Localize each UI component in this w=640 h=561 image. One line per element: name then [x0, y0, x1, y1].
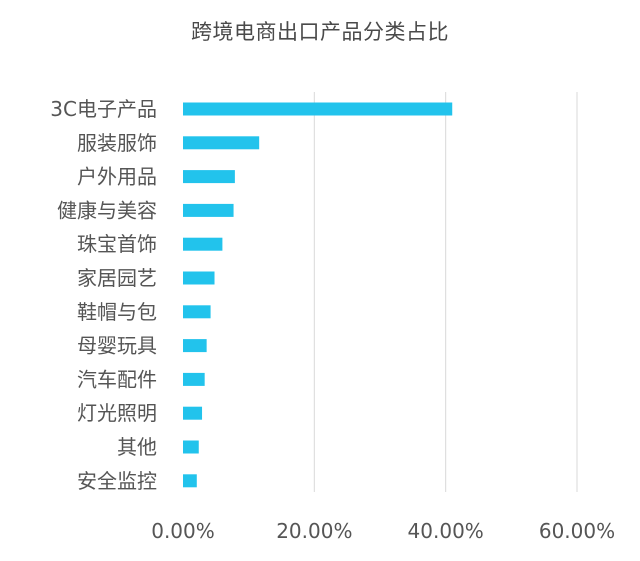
x-tick-label: 40.00% [408, 519, 484, 543]
category-label: 户外用品 [77, 165, 157, 189]
bar [183, 305, 211, 318]
category-labels: 3C电子产品服装服饰户外用品健康与美容珠宝首饰家居园艺鞋帽与包母婴玩具汽车配件灯… [50, 97, 157, 493]
category-label: 安全监控 [77, 469, 157, 493]
category-label: 母婴玩具 [77, 334, 157, 358]
category-label: 灯光照明 [77, 401, 157, 425]
bar [183, 339, 207, 352]
bar [183, 441, 199, 454]
bar [183, 373, 205, 386]
gridlines [314, 92, 577, 492]
category-label: 汽车配件 [77, 367, 157, 391]
bar [183, 136, 259, 149]
bar [183, 204, 234, 217]
x-tick-label: 0.00% [151, 519, 215, 543]
bar [183, 170, 235, 183]
bar [183, 272, 215, 285]
category-label: 家居园艺 [77, 266, 157, 290]
x-tick-label: 60.00% [539, 519, 615, 543]
x-tick-label: 20.00% [276, 519, 352, 543]
category-label: 健康与美容 [57, 198, 157, 222]
category-label: 珠宝首饰 [77, 232, 157, 256]
category-label: 鞋帽与包 [77, 300, 157, 324]
x-tick-labels: 0.00% 20.00% 40.00% 60.00% [151, 519, 615, 543]
bar [183, 238, 222, 251]
bars [183, 103, 452, 488]
bar [183, 474, 197, 487]
category-label: 3C电子产品 [50, 97, 157, 121]
bar [183, 407, 202, 420]
bar [183, 103, 452, 116]
category-label: 服装服饰 [77, 131, 157, 155]
category-label: 其他 [117, 435, 157, 459]
